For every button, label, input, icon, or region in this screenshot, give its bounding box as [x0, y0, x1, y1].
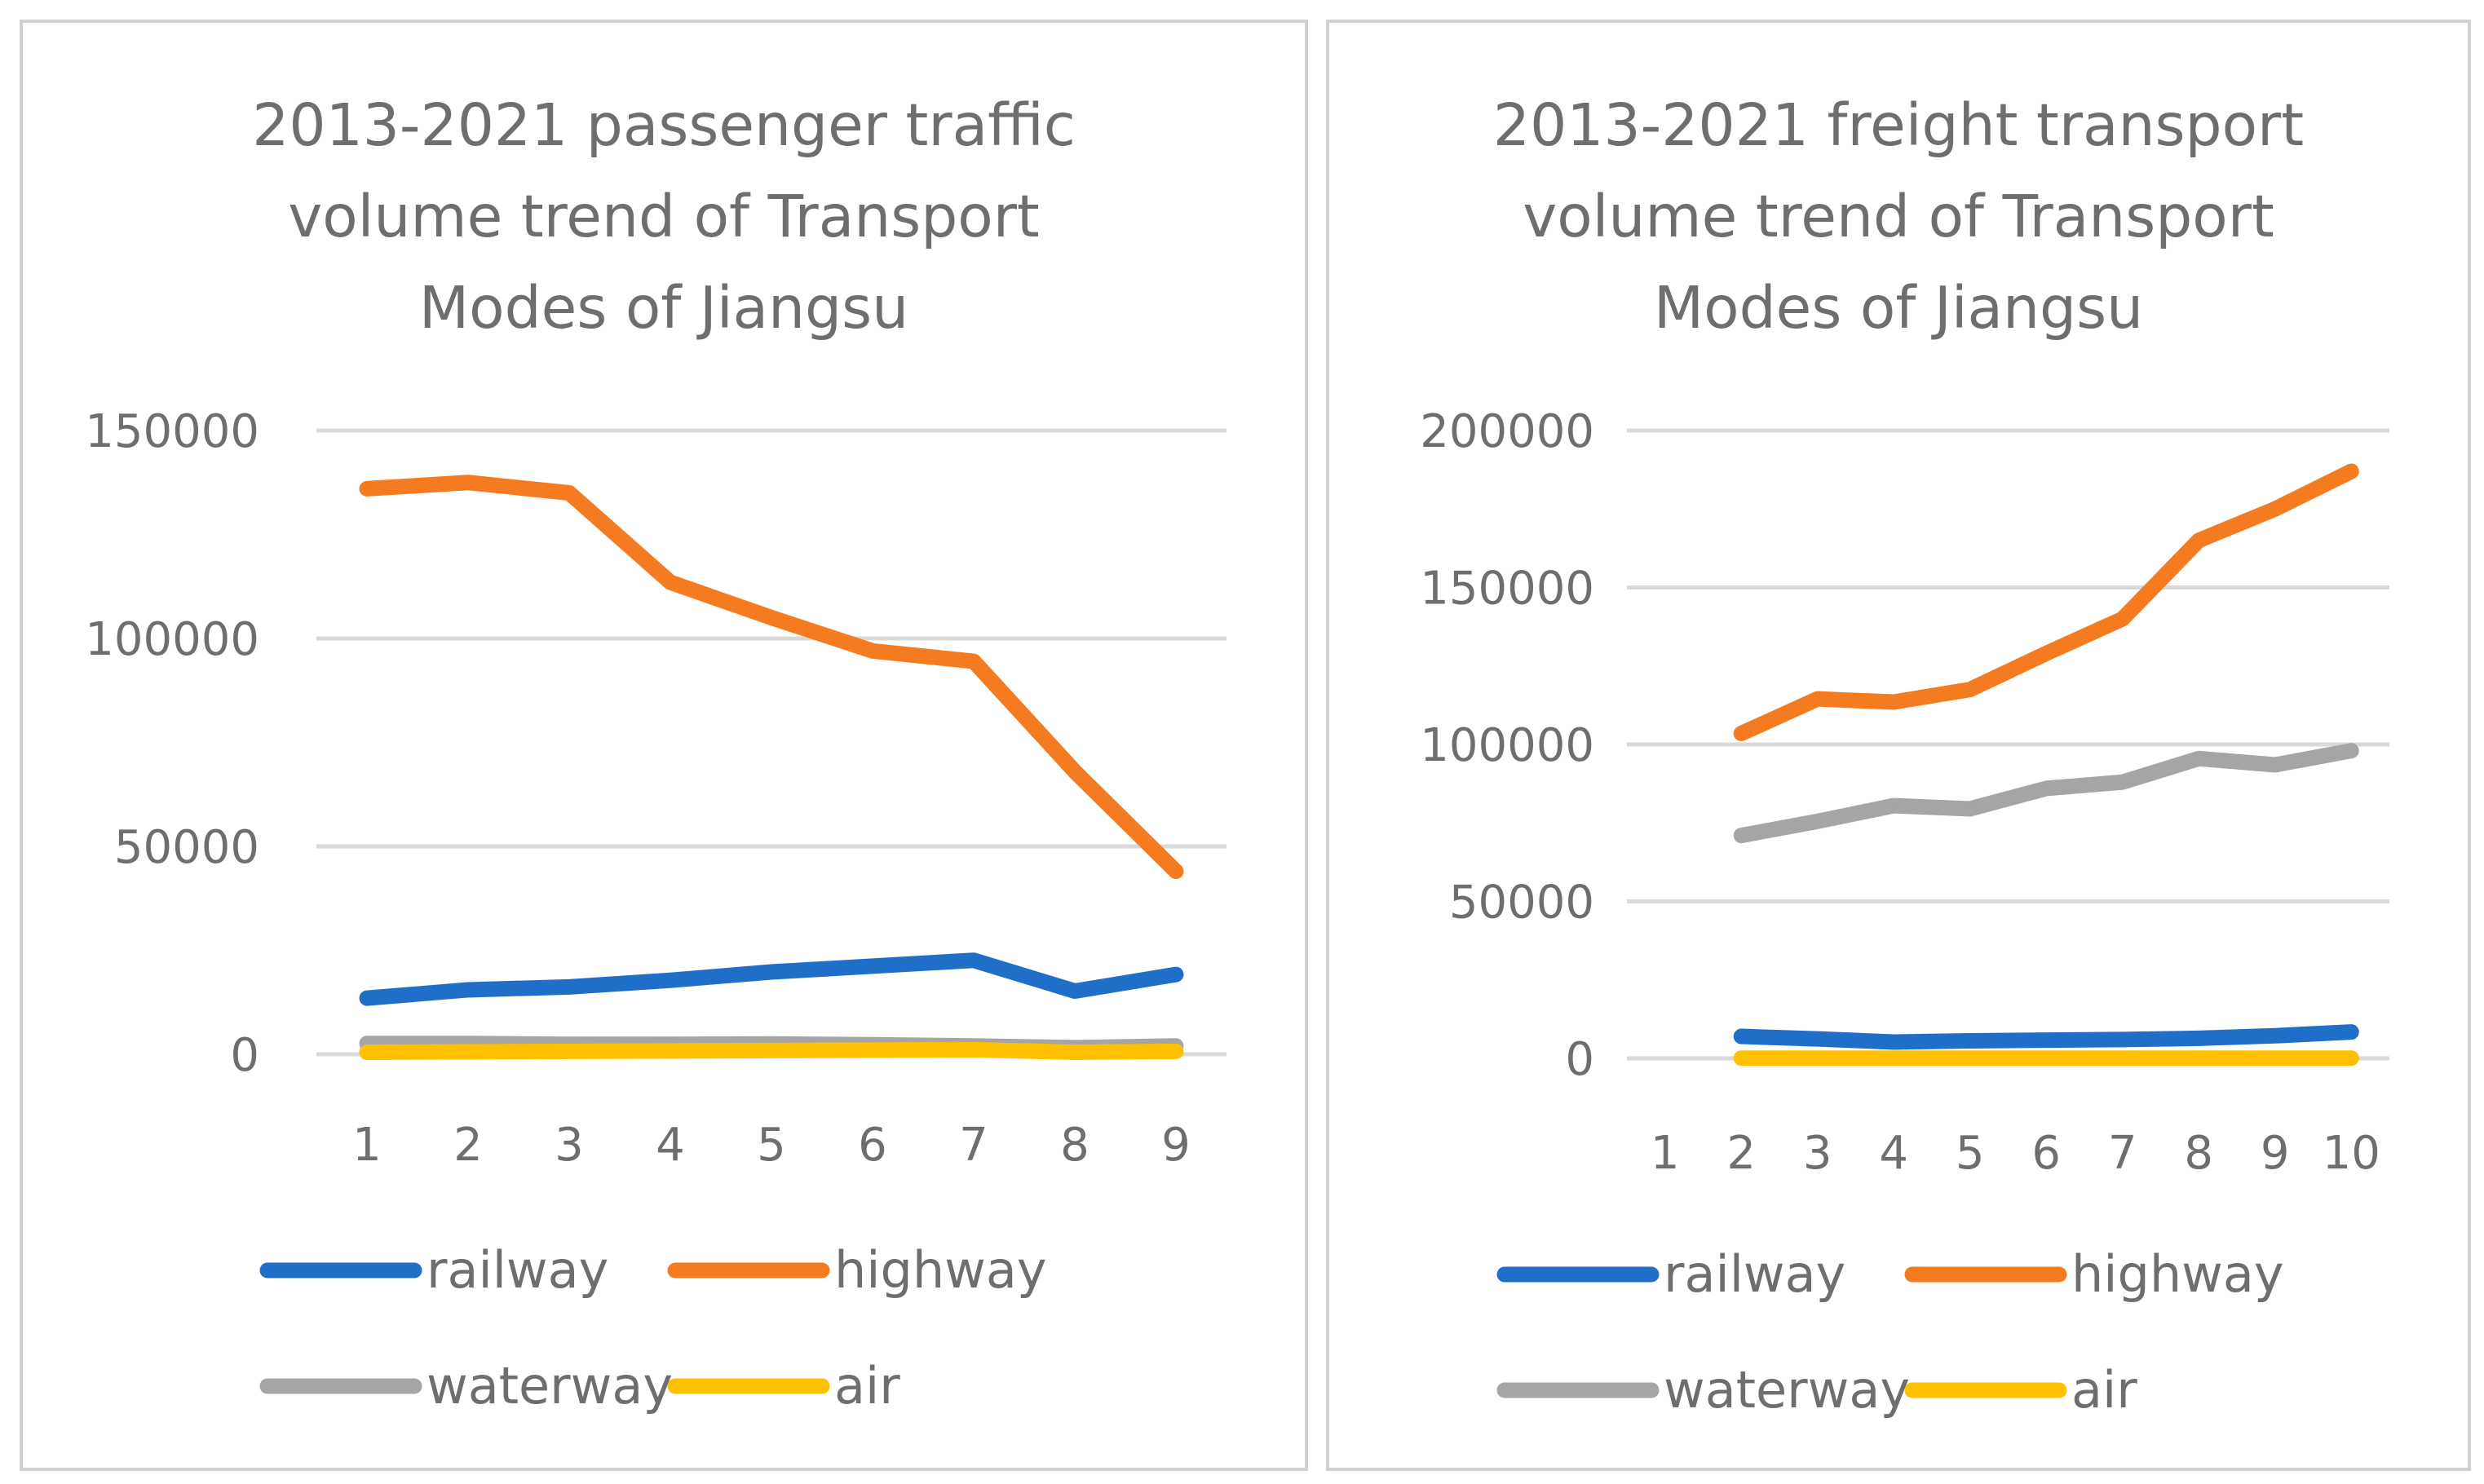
data-point-highway: [2274, 508, 2276, 510]
legend-label: highway: [834, 1240, 1047, 1300]
x-tick-label: 4: [656, 1119, 685, 1172]
data-point-highway: [973, 660, 975, 662]
data-point-highway: [1817, 698, 1819, 700]
data-point-railway: [2122, 1039, 2124, 1040]
x-tick-label: 8: [1060, 1119, 1090, 1172]
data-point-railway: [670, 979, 671, 981]
data-point-waterway: [2122, 781, 2124, 783]
y-tick-label: 50000: [1449, 877, 1594, 930]
legend-label: highway: [2071, 1244, 2284, 1304]
legend-label: waterway: [427, 1356, 673, 1416]
y-tick-label: 150000: [85, 405, 259, 458]
data-point-air: [670, 1050, 671, 1052]
data-point-waterway: [366, 1043, 368, 1045]
y-tick-label: 50000: [114, 821, 259, 874]
chart-title-line: volume trend of Transport: [288, 183, 1040, 250]
chart-title-line: volume trend of Transport: [1523, 183, 2274, 250]
data-point-waterway: [1969, 808, 1971, 810]
data-point-railway: [973, 960, 975, 961]
legend-label: waterway: [1664, 1360, 1910, 1420]
data-point-waterway: [1817, 820, 1819, 822]
chart-title: 2013-2021 passenger traffic volume trend…: [23, 80, 1305, 354]
series-line-air: [359, 1041, 1184, 1060]
data-point-waterway: [1740, 835, 1742, 837]
data-point-highway: [2045, 652, 2047, 654]
data-point-railway: [467, 989, 469, 991]
data-point-highway: [467, 482, 469, 484]
passenger-chart-panel: 2013-2021 passenger traffic volume trend…: [20, 20, 1308, 1471]
chart-title-line: Modes of Jiangsu: [418, 274, 909, 342]
x-tick-label: 9: [1161, 1119, 1191, 1172]
data-point-highway: [1969, 689, 1971, 691]
data-point-air: [568, 1050, 570, 1052]
data-point-railway: [1817, 1038, 1819, 1040]
y-tick-label: 200000: [1420, 405, 1594, 458]
data-point-highway: [568, 492, 570, 493]
data-point-highway: [2122, 618, 2124, 620]
data-point-highway: [1740, 733, 1742, 735]
y-tick-label: 0: [1565, 1033, 1594, 1086]
x-tick-label: 7: [959, 1119, 988, 1172]
data-point-air: [771, 1049, 772, 1051]
data-point-railway: [366, 997, 368, 999]
freight-chart-plot: 0 50000 100000 150000 200000 1 2 3 4 5 6 7 8 9 10 railw…: [1420, 405, 2389, 1420]
y-tick-label: 100000: [1420, 719, 1594, 772]
data-point-railway: [1175, 974, 1177, 975]
x-tick-label: 9: [2261, 1127, 2290, 1180]
x-tick-label: 10: [2323, 1127, 2380, 1180]
x-tick-label: 7: [2108, 1127, 2137, 1180]
legend-label: railway: [1664, 1244, 1845, 1304]
data-point-railway: [2350, 1031, 2352, 1033]
series-line-highway: [359, 475, 1184, 880]
x-tick-label: 1: [352, 1119, 382, 1172]
legend-label: air: [2071, 1360, 2137, 1420]
freight-chart-panel: 2013-2021 freight transport volume trend…: [1326, 20, 2471, 1471]
chart-title-line: 2013-2021 freight transport: [1492, 91, 2305, 159]
series-line-railway: [359, 952, 1184, 1006]
data-point-railway: [1074, 990, 1076, 992]
data-point-air: [366, 1051, 368, 1053]
data-point-highway: [2350, 470, 2352, 472]
chart-title-line: Modes of Jiangsu: [1653, 274, 2144, 342]
x-tick-label: 6: [858, 1119, 887, 1172]
data-point-waterway: [467, 1043, 469, 1045]
y-tick-label: 0: [230, 1029, 259, 1082]
data-point-highway: [1175, 871, 1177, 872]
passenger-chart-plot: 0 50000 100000 150000 1 2 3 4 5 6 7 8 9 railway highwa…: [85, 405, 1227, 1416]
series-line-highway: [1733, 463, 2359, 742]
x-tick-label: 6: [2031, 1127, 2061, 1180]
data-point-highway: [670, 581, 671, 583]
x-tick-label: 2: [1726, 1127, 1756, 1180]
chart-title: 2013-2021 freight transport volume trend…: [1329, 80, 2468, 354]
y-tick-label: 150000: [1420, 563, 1594, 616]
x-tick-label: 5: [1956, 1127, 1985, 1180]
data-point-waterway: [2274, 764, 2276, 766]
legend-label: air: [834, 1356, 900, 1416]
chart-title-line: 2013-2021 passenger traffic: [252, 91, 1076, 159]
data-point-railway: [1969, 1040, 1971, 1041]
data-point-railway: [771, 971, 772, 973]
x-tick-label: 5: [757, 1119, 786, 1172]
data-point-air: [467, 1051, 469, 1053]
data-point-highway: [771, 617, 772, 618]
data-point-highway: [1074, 771, 1076, 772]
legend-label: railway: [427, 1240, 608, 1300]
x-tick-label: 3: [1803, 1127, 1832, 1180]
data-point-air: [1074, 1051, 1076, 1053]
series-line-waterway: [1733, 743, 2359, 844]
data-point-highway: [366, 488, 368, 489]
x-tick-label: 4: [1879, 1127, 1908, 1180]
data-point-air: [973, 1049, 975, 1050]
x-tick-label: 1: [1651, 1127, 1680, 1180]
data-point-railway: [1740, 1036, 1742, 1037]
x-tick-label: 2: [453, 1119, 483, 1172]
data-point-air: [1175, 1050, 1177, 1052]
y-tick-label: 100000: [85, 613, 259, 666]
x-tick-label: 3: [555, 1119, 584, 1172]
x-tick-label: 8: [2184, 1127, 2213, 1180]
data-point-waterway: [2350, 750, 2352, 752]
